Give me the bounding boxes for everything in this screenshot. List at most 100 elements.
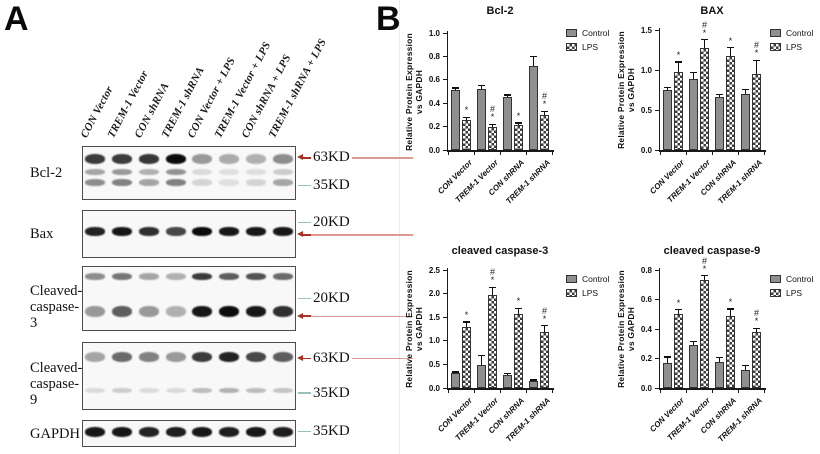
y-tick-label: 0.8	[640, 265, 652, 275]
blot-band	[138, 306, 159, 318]
x-tick	[764, 151, 766, 155]
bar-lps	[514, 125, 523, 150]
error-whisker	[703, 275, 706, 281]
blot-band	[219, 179, 240, 187]
blot-band	[112, 426, 133, 437]
blot-band	[219, 272, 240, 280]
blot-band	[272, 153, 293, 164]
legend-swatch-lps	[566, 289, 577, 297]
bar-control	[715, 362, 724, 388]
error-cap	[701, 39, 708, 41]
bar-control	[741, 94, 750, 150]
x-tick	[552, 151, 554, 155]
bar-lps	[752, 331, 761, 388]
error-whisker	[703, 39, 706, 48]
x-tick	[738, 151, 740, 155]
bar-lps	[726, 316, 735, 388]
blot-band	[245, 306, 266, 318]
x-tick	[660, 389, 662, 393]
x-tick	[474, 389, 476, 393]
panel-b-label: B	[376, 0, 401, 38]
error-whisker	[543, 111, 546, 115]
x-tick	[526, 389, 528, 393]
mw-line	[298, 392, 311, 394]
y-tick-label: 0.2	[640, 354, 652, 363]
blot-band	[85, 306, 106, 318]
bar-lps	[540, 114, 549, 150]
error-cap	[664, 356, 671, 358]
mw-line	[298, 430, 311, 433]
blot-band	[112, 388, 133, 394]
y-axis	[658, 268, 660, 388]
blot-band	[85, 227, 106, 237]
blot-band	[138, 179, 159, 187]
error-cap	[727, 47, 734, 49]
bar-lps	[488, 294, 497, 388]
legend-swatch-control	[566, 29, 577, 37]
bar-lps	[462, 119, 471, 150]
error-whisker	[506, 373, 509, 376]
y-tick-label: 2.5	[428, 265, 440, 275]
blot-band	[192, 168, 213, 175]
error-whisker	[532, 56, 535, 66]
blot-band	[245, 168, 266, 175]
bar-control	[477, 364, 486, 388]
y-tick	[442, 340, 447, 342]
significance-label: # *	[701, 19, 707, 38]
bar-control	[715, 97, 724, 150]
significance-label: # *	[701, 255, 707, 274]
mw-arrow	[297, 312, 303, 319]
significance-label: *	[676, 50, 681, 60]
y-tick	[442, 293, 447, 295]
error-whisker	[480, 355, 483, 365]
legend-swatch-lps	[770, 43, 781, 51]
blot-band	[85, 179, 106, 187]
y-tick-label: 1.0	[428, 336, 440, 346]
mw-line	[303, 234, 311, 236]
y-tick-label: 0.0	[428, 383, 440, 393]
x-tick	[552, 389, 554, 393]
error-cap	[690, 340, 697, 343]
blot-band	[165, 227, 186, 237]
blot-band	[192, 426, 213, 437]
blot-band	[272, 306, 293, 318]
bar-lps	[752, 74, 761, 150]
mw-line	[303, 157, 311, 159]
blot-band	[165, 272, 186, 280]
blot-band	[192, 388, 213, 394]
mw-line	[303, 315, 311, 317]
blot-band	[165, 426, 186, 437]
error-cap	[701, 275, 708, 277]
bar-lps	[700, 280, 709, 388]
error-whisker	[729, 47, 732, 56]
blot-band	[219, 306, 240, 318]
x-axis	[658, 388, 766, 390]
bar-control	[477, 89, 486, 150]
blot-box	[82, 420, 296, 447]
y-tick-label: 0.6	[640, 295, 652, 304]
error-whisker	[517, 123, 520, 126]
x-tick	[712, 389, 714, 393]
blot-band	[219, 388, 240, 394]
x-tick	[474, 151, 476, 155]
blot-band	[245, 388, 266, 394]
blot-band	[112, 227, 133, 237]
error-cap	[478, 85, 485, 87]
blot-band	[245, 426, 266, 437]
legend-label: Control	[582, 274, 610, 284]
x-tick	[500, 151, 502, 155]
bar-lps	[540, 331, 549, 388]
panel-divider	[399, 0, 400, 454]
significance-label: *	[728, 297, 733, 308]
y-tick	[442, 149, 447, 151]
significance-label: *	[464, 309, 469, 320]
y-tick	[442, 269, 447, 271]
y-tick-label: 0.2	[428, 122, 440, 132]
blot-band	[138, 153, 159, 164]
y-tick-label: 1.5	[640, 25, 652, 35]
error-whisker	[491, 124, 494, 127]
x-axis	[658, 150, 766, 152]
error-whisker	[491, 287, 494, 295]
significance-label: *	[728, 35, 733, 46]
error-whisker	[729, 309, 732, 317]
